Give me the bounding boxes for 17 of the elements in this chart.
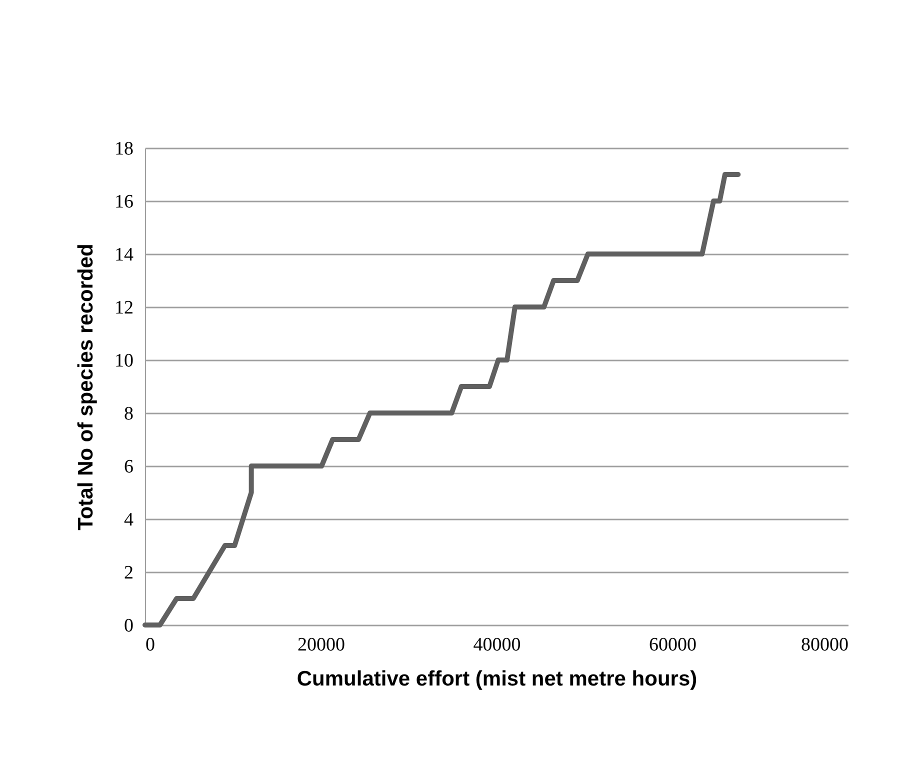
y-tick-label: 12 (114, 298, 134, 318)
x-tick-label: 20000 (298, 634, 345, 656)
y-tick-label: 0 (124, 616, 134, 636)
x-axis-title: Cumulative effort (mist net metre hours) (296, 668, 698, 690)
y-tick-label: 4 (124, 510, 134, 530)
y-tick-label: 2 (124, 562, 134, 584)
x-tick-label: 0 (146, 634, 155, 656)
y-tick-label: 6 (124, 456, 134, 478)
y-tick-label: 18 (114, 138, 134, 160)
x-tick-label: 40000 (473, 634, 521, 656)
y-tick-label: 10 (114, 350, 134, 372)
y-tick-label: 16 (114, 192, 134, 212)
y-axis-title: Total No of species recorded (74, 244, 98, 530)
x-tick-label: 80000 (801, 634, 848, 656)
x-tick-label: 60000 (649, 634, 696, 656)
y-tick-label: 14 (114, 244, 134, 266)
y-tick-label: 8 (124, 404, 134, 424)
